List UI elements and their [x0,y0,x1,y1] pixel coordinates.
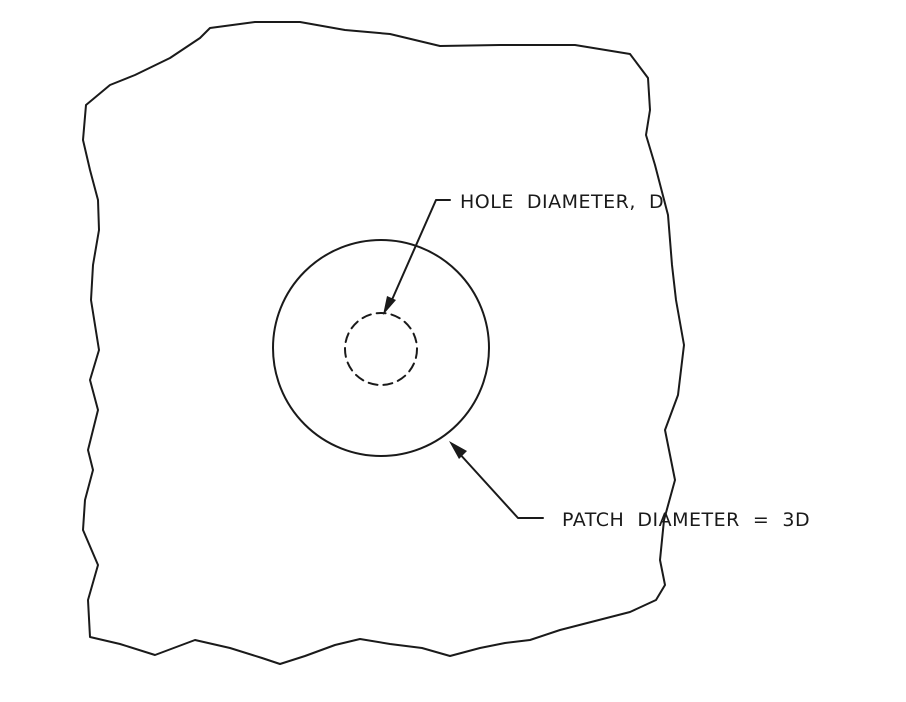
hole-leader-line [390,199,451,303]
patch-diameter-label: PATCH DIAMETER = 3D [562,509,810,531]
hole-diameter-label: HOLE DIAMETER, D [460,191,664,213]
hole-leader-arrowhead [383,296,396,315]
patch-leader-arrowhead [449,441,467,459]
patch-leader-line [457,451,544,519]
hole-circle [344,312,418,386]
patch-circle [272,239,490,457]
panel-outline [82,21,685,665]
